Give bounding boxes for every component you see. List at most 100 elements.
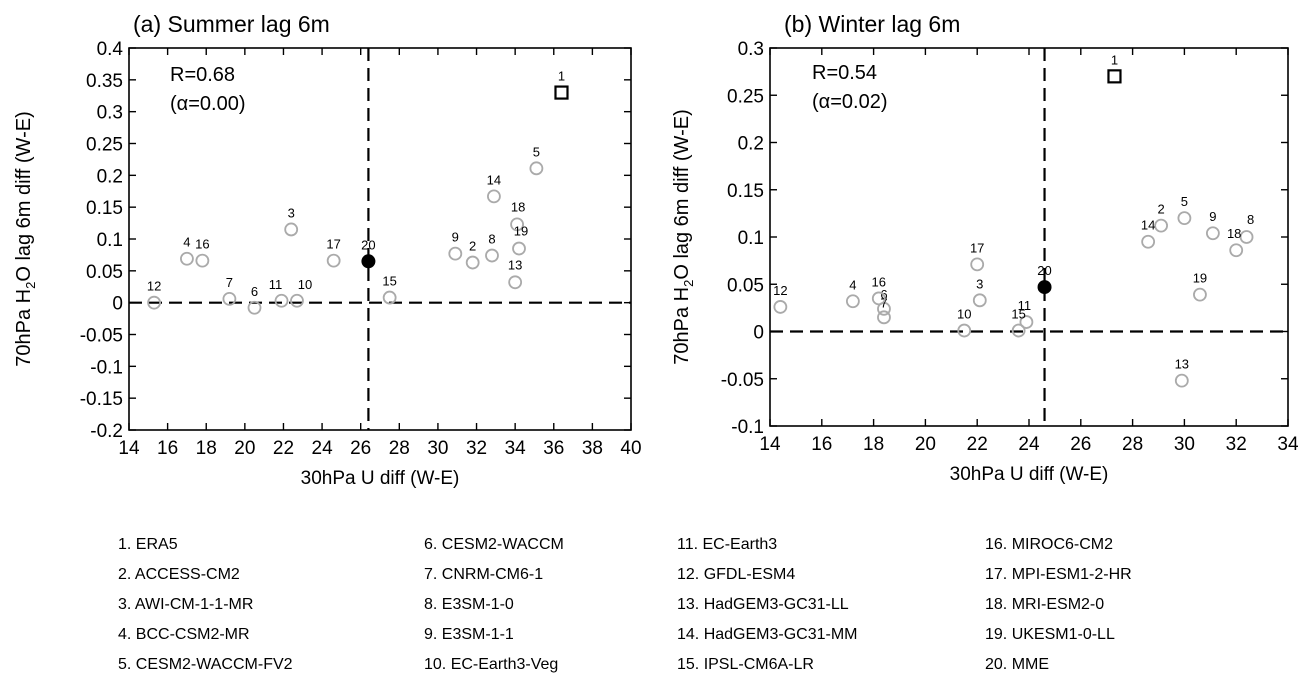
point-marker-5: [1177, 211, 1192, 226]
point-marker-17: [326, 253, 341, 268]
point-label-12: 12: [147, 279, 161, 294]
point-marker-19: [1193, 287, 1207, 302]
point-label-18: 18: [1227, 226, 1241, 241]
y-tick-label: 0.1: [97, 230, 123, 251]
x-tick-label: 30: [427, 438, 448, 459]
x-tick-label: 26: [1070, 434, 1091, 455]
point-label-3: 3: [976, 276, 983, 291]
point-marker-12: [147, 295, 162, 310]
point-label-20: 20: [1037, 263, 1051, 278]
point-marker-18: [510, 217, 524, 232]
point-label-2: 2: [1157, 202, 1164, 217]
point-marker-6: [247, 300, 262, 315]
point-marker-9: [448, 246, 463, 261]
point-label-3: 3: [288, 205, 295, 220]
y-tick-label: 0.3: [738, 39, 764, 60]
y-tick-label: 0: [753, 323, 764, 344]
y-tick-label: -0.15: [80, 389, 123, 410]
point-marker-11: [1019, 315, 1034, 329]
legend-item: 20. MME: [985, 656, 1050, 673]
point-marker-17: [970, 257, 985, 272]
point-label-20: 20: [361, 237, 375, 252]
y-tick-label: 0.25: [727, 86, 764, 107]
x-tick-label: 18: [196, 438, 217, 459]
y-tick-label: -0.1: [731, 417, 764, 438]
legend-item: 9. E3SM-1-1: [424, 626, 514, 643]
legend-item: 17. MPI-ESM1-2-HR: [985, 566, 1132, 583]
x-tick-label: 22: [273, 438, 294, 459]
y-tick-label: -0.2: [90, 421, 123, 442]
significance-label: (α=0.00): [170, 93, 246, 115]
x-tick-label: 36: [543, 438, 564, 459]
legend-item: 3. AWI-CM-1-1-MR: [118, 596, 254, 613]
point-marker-16: [195, 253, 210, 268]
point-marker-1: [1107, 69, 1122, 84]
point-marker-12: [773, 300, 788, 314]
y-tick-label: 0.4: [97, 39, 124, 60]
point-label-9: 9: [1209, 209, 1216, 224]
point-marker-3: [972, 293, 987, 308]
y-axis-label: 70hPa H2O lag 6m diff (W-E): [671, 109, 696, 365]
point-marker-13: [508, 275, 523, 290]
x-tick-label: 30: [1174, 434, 1195, 455]
legend-item: 16. MIROC6-CM2: [985, 536, 1114, 553]
legend-item: 2. ACCESS-CM2: [118, 566, 240, 583]
y-axis-label: 70hPa H2O lag 6m diff (W-E): [13, 111, 38, 367]
point-label-10: 10: [957, 307, 971, 322]
x-tick-label: 20: [915, 434, 936, 455]
point-label-11: 11: [1018, 298, 1032, 313]
x-tick-label: 24: [312, 438, 334, 459]
point-label-5: 5: [533, 144, 540, 159]
y-tick-label: 0.35: [86, 71, 123, 92]
legend-item: 8. E3SM-1-0: [424, 596, 514, 613]
point-marker-15: [1011, 323, 1026, 338]
x-tick-label: 16: [811, 434, 832, 455]
point-label-6: 6: [251, 284, 258, 299]
legend-item: 7. CNRM-CM6-1: [424, 566, 544, 583]
legend-item: 10. EC-Earth3-Veg: [424, 656, 559, 673]
x-tick-label: 34: [505, 438, 527, 459]
x-tick-label: 26: [350, 438, 371, 459]
point-marker-7: [877, 310, 891, 325]
x-tick-label: 32: [1226, 434, 1247, 455]
point-label-16: 16: [195, 237, 209, 252]
x-tick-label: 14: [759, 434, 781, 455]
legend-item: 11. EC-Earth3: [677, 536, 778, 553]
legend-column-2: 6. CESM2-WACCM 7. CNRM-CM6-1 8. E3SM-1-0…: [424, 530, 564, 680]
y-tick-label: -0.05: [80, 326, 123, 347]
point-marker-1: [554, 85, 569, 100]
point-label-1: 1: [558, 69, 565, 84]
legend-column-4: 16. MIROC6-CM2 17. MPI-ESM1-2-HR 18. MRI…: [985, 530, 1132, 680]
point-label-4: 4: [183, 235, 190, 250]
x-tick-label: 18: [863, 434, 884, 455]
y-tick-label: 0.1: [738, 228, 764, 249]
y-tick-label: 0: [112, 294, 123, 315]
point-label-19: 19: [514, 224, 528, 239]
point-label-14: 14: [487, 172, 501, 187]
point-label-13: 13: [508, 257, 522, 272]
point-label-19: 19: [1193, 271, 1207, 286]
panel-title: (b) Winter lag 6m: [784, 11, 960, 37]
correlation-label: R=0.68: [170, 64, 235, 86]
legend-item: 18. MRI-ESM2-0: [985, 596, 1105, 613]
y-tick-label: 0.15: [727, 181, 764, 202]
point-marker-10: [957, 323, 972, 338]
x-axis-label: 30hPa U diff (W-E): [950, 464, 1109, 485]
point-label-7: 7: [226, 275, 233, 290]
x-tick-label: 20: [234, 438, 255, 459]
x-tick-label: 32: [466, 438, 487, 459]
point-marker-4: [180, 251, 194, 266]
x-tick-label: 22: [967, 434, 988, 455]
point-label-8: 8: [488, 232, 495, 247]
legend-item: 13. HadGEM3-GC31-LL: [677, 596, 849, 613]
point-marker-20: [1037, 280, 1052, 295]
point-label-14: 14: [1141, 218, 1155, 233]
point-label-8: 8: [1247, 212, 1254, 227]
point-marker-15: [382, 290, 397, 305]
x-tick-label: 28: [389, 438, 410, 459]
significance-label: (α=0.02): [812, 91, 888, 113]
point-label-12: 12: [773, 283, 787, 298]
point-label-17: 17: [970, 240, 984, 255]
point-label-10: 10: [298, 277, 312, 292]
point-marker-8: [485, 248, 499, 263]
